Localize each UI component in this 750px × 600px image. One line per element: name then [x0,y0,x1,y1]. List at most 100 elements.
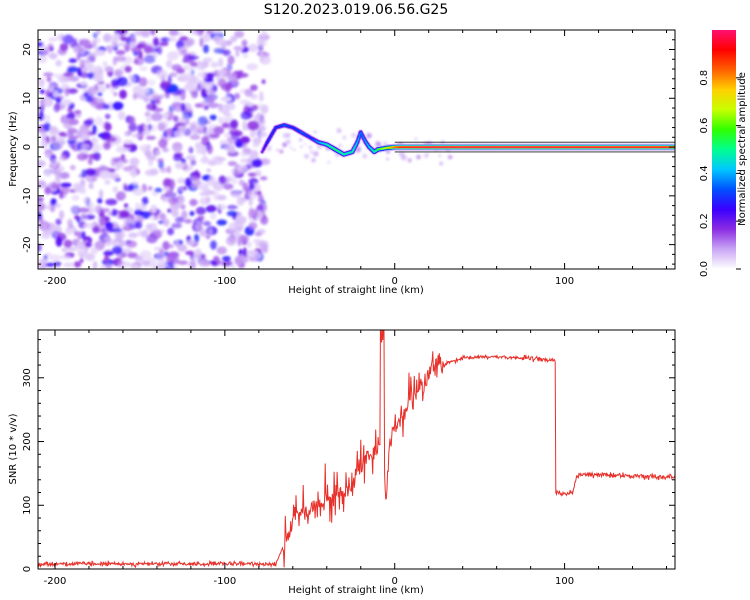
heatmap-noise-cell [180,102,186,112]
heatmap-noise-cell [151,95,164,100]
heatmap-noise-cell [96,30,101,35]
heatmap-noise-cell [193,130,198,136]
y-tick-label: -20 [22,236,33,252]
heatmap-noise-cell [282,132,288,139]
heatmap-noise-cell [251,104,259,111]
heatmap-noise-cell [416,154,421,160]
heatmap-noise-cell [195,148,208,155]
colorbar-tick-label: 0.0 [699,261,710,277]
heatmap-ridge-cell [263,144,267,150]
heatmap-noise-cell [142,260,151,266]
heatmap-noise-cell [179,187,184,192]
heatmap-noise-cell [131,133,144,139]
heatmap-noise-cell [114,55,127,62]
heatmap-noise-cell [218,175,226,185]
heatmap-noise-cell [38,55,48,64]
heatmap-noise-cell [221,260,233,267]
heatmap-noise-cell [83,222,95,229]
heatmap-noise-cell [162,241,170,251]
heatmap-noise-cell [218,204,227,210]
y-tick-label: 200 [22,432,33,451]
heatmap-noise-cell [133,59,139,64]
heatmap-noise-cell [138,50,143,60]
heatmap-ridge-cell [356,136,360,143]
heatmap-noise-cell [199,64,206,71]
heatmap-noise-cell [38,181,47,189]
heatmap-noise-cell [112,56,118,66]
heatmap-noise-cell [116,30,128,35]
heatmap-noise-cell [249,130,256,139]
heatmap-noise-cell [203,44,209,54]
heatmap-noise-cell [171,223,183,229]
x-tick-label: 100 [555,576,574,587]
heatmap-noise-cell [63,239,73,248]
heatmap-noise-cell [53,91,58,98]
heatmap-noise-cell [117,111,126,121]
heatmap-noise-cell [91,91,98,96]
heatmap-noise-cell [146,144,151,149]
heatmap-noise-cell [143,45,153,54]
heatmap-noise-cell [94,49,106,56]
heatmap-noise-cell [63,72,75,77]
heatmap-noise-cell [188,260,197,269]
heatmap-noise-cell [259,51,264,62]
heatmap-noise-cell [184,218,193,224]
heatmap-noise-cell [187,30,196,34]
heatmap-noise-cell [57,165,65,172]
spectrogram-x-axis-label: Height of straight line (km) [288,285,424,296]
colorbar-tick-label: 0.6 [699,118,710,134]
heatmap-noise-cell [249,150,259,159]
heatmap-noise-cell [201,135,210,146]
heatmap-noise-cell [209,114,217,121]
heatmap-noise-cell [99,170,111,180]
heatmap-noise-cell [104,254,110,264]
heatmap-noise-cell [168,244,174,249]
heatmap-noise-cell [97,197,103,204]
heatmap-noise-cell [115,191,126,201]
heatmap-noise-cell [68,224,74,229]
heatmap-noise-cell [160,229,166,234]
heatmap-noise-cell [210,240,217,250]
heatmap-noise-cell [386,157,389,161]
heatmap-noise-cell [252,137,262,145]
heatmap-noise-cell [141,229,149,239]
heatmap-noise-cell [132,187,144,196]
heatmap-noise-cell [74,215,81,220]
heatmap-noise-cell [113,92,118,97]
heatmap-noise-cell [240,235,250,242]
heatmap-noise-cell [150,124,157,133]
heatmap-noise-cell [447,155,452,160]
heatmap-noise-cell [136,30,142,36]
heatmap-noise-cell [227,55,235,65]
heatmap-noise-cell [220,96,232,102]
heatmap-noise-cell [114,68,124,77]
snr-panel: -200 -100 0 100 0 100 200 300 Height of straig… [8,329,676,596]
heatmap-noise-cell [111,38,118,48]
figure-title: S120.2023.019.06.56.G25 [264,2,449,18]
heatmap-noise-cell [169,260,174,269]
heatmap-noise-cell [213,126,225,135]
heatmap-noise-cell [98,84,105,89]
heatmap-noise-cell [93,38,101,43]
heatmap-noise-cell [149,168,159,176]
heatmap-noise-cell [289,146,293,149]
heatmap-noise-cell [180,49,187,55]
heatmap-noise-cell [46,222,56,231]
heatmap-noise-cell [259,240,269,250]
heatmap-noise-cell [227,161,237,167]
snr-x-axis-label: Height of straight line (km) [288,585,424,596]
heatmap-noise-cell [143,55,156,64]
heatmap-noise-cell [240,111,251,120]
heatmap-noise-cell [53,103,61,113]
heatmap-noise-cell [189,61,199,67]
heatmap-noise-cell [218,105,230,114]
heatmap-noise-cell [105,136,117,143]
heatmap-noise-cell [145,150,153,158]
heatmap-noise-cell [256,37,265,47]
heatmap-noise-cell [38,243,42,252]
heatmap-noise-cell [129,220,136,225]
heatmap-noise-cell [46,76,52,83]
heatmap-noise-cell [187,84,198,92]
heatmap-noise-cell [172,144,183,153]
heatmap-noise-cell [150,112,163,122]
